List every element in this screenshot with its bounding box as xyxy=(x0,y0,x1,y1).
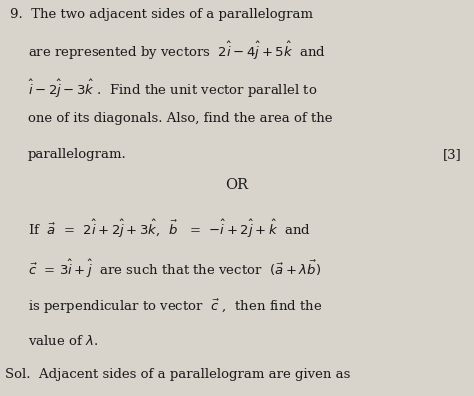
Text: parallelogram.: parallelogram. xyxy=(28,148,127,161)
Text: are represented by vectors  $2\hat{i}-4\hat{j}+5\hat{k}$  and: are represented by vectors $2\hat{i}-4\h… xyxy=(28,40,326,62)
Text: value of $\lambda$.: value of $\lambda$. xyxy=(28,334,98,348)
Text: $\hat{i}-2\hat{j}-3\hat{k}$ .  Find the unit vector parallel to: $\hat{i}-2\hat{j}-3\hat{k}$ . Find the u… xyxy=(28,78,317,100)
Text: If  $\vec{a}$  =  $2\hat{i}+2\hat{j}+3\hat{k}$,  $\vec{b}$   =  $-\hat{i}+2\hat{: If $\vec{a}$ = $2\hat{i}+2\hat{j}+3\hat{… xyxy=(28,218,311,240)
Text: is perpendicular to vector  $\vec{c}$ ,  then find the: is perpendicular to vector $\vec{c}$ , t… xyxy=(28,298,322,316)
Text: 9.  The two adjacent sides of a parallelogram: 9. The two adjacent sides of a parallelo… xyxy=(10,8,313,21)
Text: [3]: [3] xyxy=(443,148,462,161)
Text: OR: OR xyxy=(226,178,248,192)
Text: one of its diagonals. Also, find the area of the: one of its diagonals. Also, find the are… xyxy=(28,112,332,125)
Text: Sol.  Adjacent sides of a parallelogram are given as: Sol. Adjacent sides of a parallelogram a… xyxy=(5,368,350,381)
Text: $\vec{c}$  = $3\hat{i}+\hat{j}$  are such that the vector  $(\vec{a}+\lambda \ve: $\vec{c}$ = $3\hat{i}+\hat{j}$ are such … xyxy=(28,258,321,280)
